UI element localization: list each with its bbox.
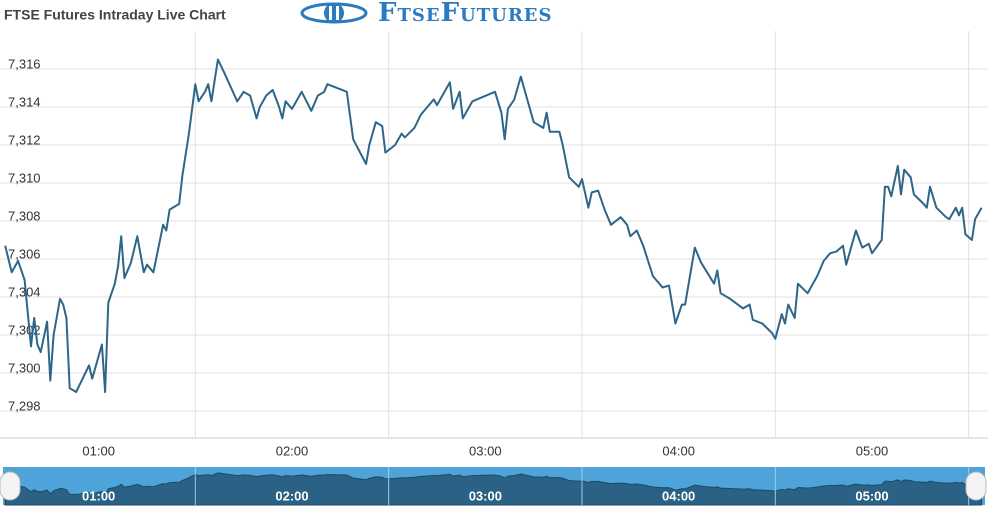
x-tick-label: 03:00 (469, 443, 502, 458)
x-tick-label: 01:00 (82, 443, 115, 458)
y-tick-label: 7,312 (8, 132, 41, 147)
navigator-label: 01:00 (82, 488, 115, 503)
logo-icon (300, 2, 368, 24)
navigator-label: 05:00 (855, 488, 888, 503)
y-tick-label: 7,300 (8, 360, 41, 375)
y-tick-label: 7,298 (8, 398, 41, 413)
navigator-label: 02:00 (275, 488, 308, 503)
logo-text: FtseFutures (378, 0, 553, 28)
navigator-handle[interactable] (965, 471, 987, 501)
y-tick-label: 7,316 (8, 56, 41, 71)
y-tick-label: 7,308 (8, 208, 41, 223)
y-tick-label: 7,310 (8, 170, 41, 185)
x-tick-label: 04:00 (662, 443, 695, 458)
y-tick-label: 7,306 (8, 246, 41, 261)
x-tick-label: 05:00 (856, 443, 889, 458)
y-tick-label: 7,304 (8, 284, 41, 299)
navigator-label: 03:00 (469, 488, 502, 503)
navigator-label: 04:00 (662, 488, 695, 503)
navigator-handle[interactable] (0, 471, 21, 501)
navigator-area (4, 472, 983, 506)
series-line (4, 58, 983, 393)
x-tick-label: 02:00 (276, 443, 309, 458)
y-tick-label: 7,314 (8, 94, 41, 109)
chart-title: FTSE Futures Intraday Live Chart (4, 7, 226, 23)
